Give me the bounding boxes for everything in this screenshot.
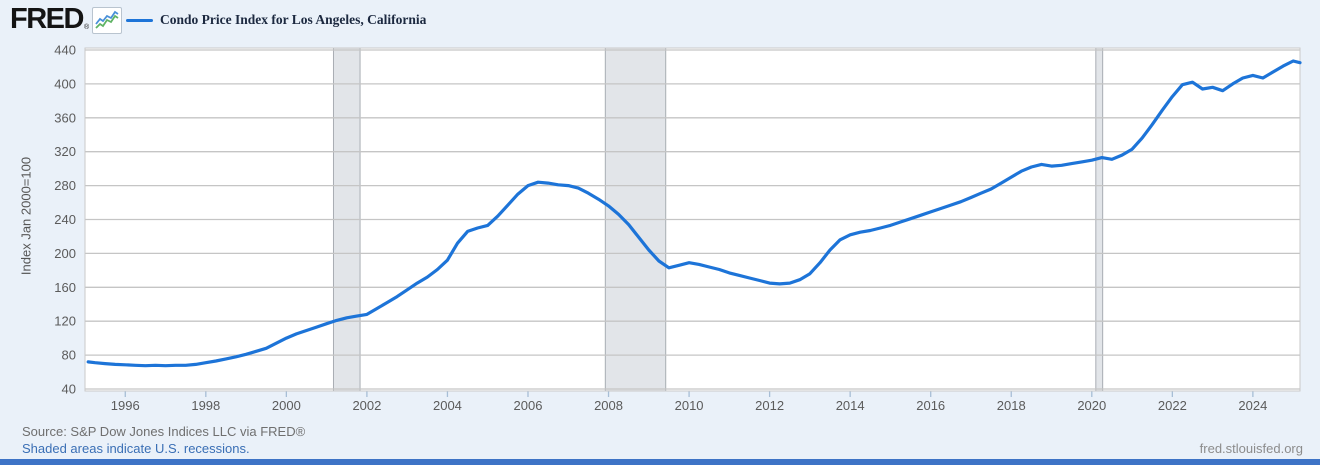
y-tick-label: 200 [54, 246, 76, 261]
x-tick-label: 2010 [675, 398, 704, 413]
y-tick-label: 120 [54, 314, 76, 329]
series-legend[interactable]: Condo Price Index for Los Angeles, Calif… [126, 12, 426, 28]
y-tick-label: 360 [54, 110, 76, 125]
bottom-bar [0, 459, 1320, 465]
x-tick-label: 2000 [272, 398, 301, 413]
x-tick-label: 2016 [916, 398, 945, 413]
y-axis-title: Index Jan 2000=100 [18, 156, 34, 276]
source-text: Source: S&P Dow Jones Indices LLC via FR… [22, 424, 306, 439]
fred-logo-text: FRED [10, 3, 84, 35]
y-tick-label: 400 [54, 76, 76, 91]
x-tick-label: 2018 [997, 398, 1026, 413]
x-tick-label: 2014 [836, 398, 865, 413]
x-tick-label: 2022 [1158, 398, 1187, 413]
recessions-note-link[interactable]: Shaded areas indicate U.S. recessions. [22, 441, 250, 456]
y-tick-label: 160 [54, 280, 76, 295]
y-tick-label: 280 [54, 178, 76, 193]
x-tick-label: 2004 [433, 398, 462, 413]
y-tick-label: 240 [54, 212, 76, 227]
series-title: Condo Price Index for Los Angeles, Calif… [160, 12, 427, 27]
y-tick-label: 320 [54, 144, 76, 159]
x-tick-label: 2008 [594, 398, 623, 413]
y-tick-label: 40 [62, 382, 76, 397]
plot-border [84, 47, 1301, 392]
price-line[interactable] [86, 59, 1302, 368]
y-tick-label: 440 [54, 43, 76, 58]
y-tick-label: 80 [62, 348, 76, 363]
x-tick-label: 2006 [514, 398, 543, 413]
x-tick-label: 2002 [352, 398, 381, 413]
registered-mark: ® [83, 24, 90, 31]
x-tick-label: 1998 [191, 398, 220, 413]
fred-sparkline-icon [92, 7, 123, 34]
x-tick-label: 2020 [1077, 398, 1106, 413]
x-tick-label: 2012 [755, 398, 784, 413]
x-tick-label: 1996 [111, 398, 140, 413]
legend-line-swatch [126, 18, 153, 22]
fred-logo-link[interactable]: FRED ® [10, 3, 123, 35]
x-tick-label: 2024 [1238, 398, 1267, 413]
site-link[interactable]: fred.stlouisfed.org [1199, 441, 1303, 456]
